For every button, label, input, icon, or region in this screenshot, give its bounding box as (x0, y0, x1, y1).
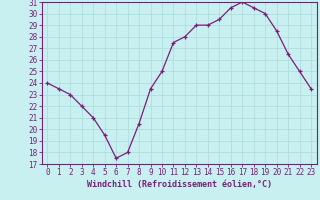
X-axis label: Windchill (Refroidissement éolien,°C): Windchill (Refroidissement éolien,°C) (87, 180, 272, 189)
